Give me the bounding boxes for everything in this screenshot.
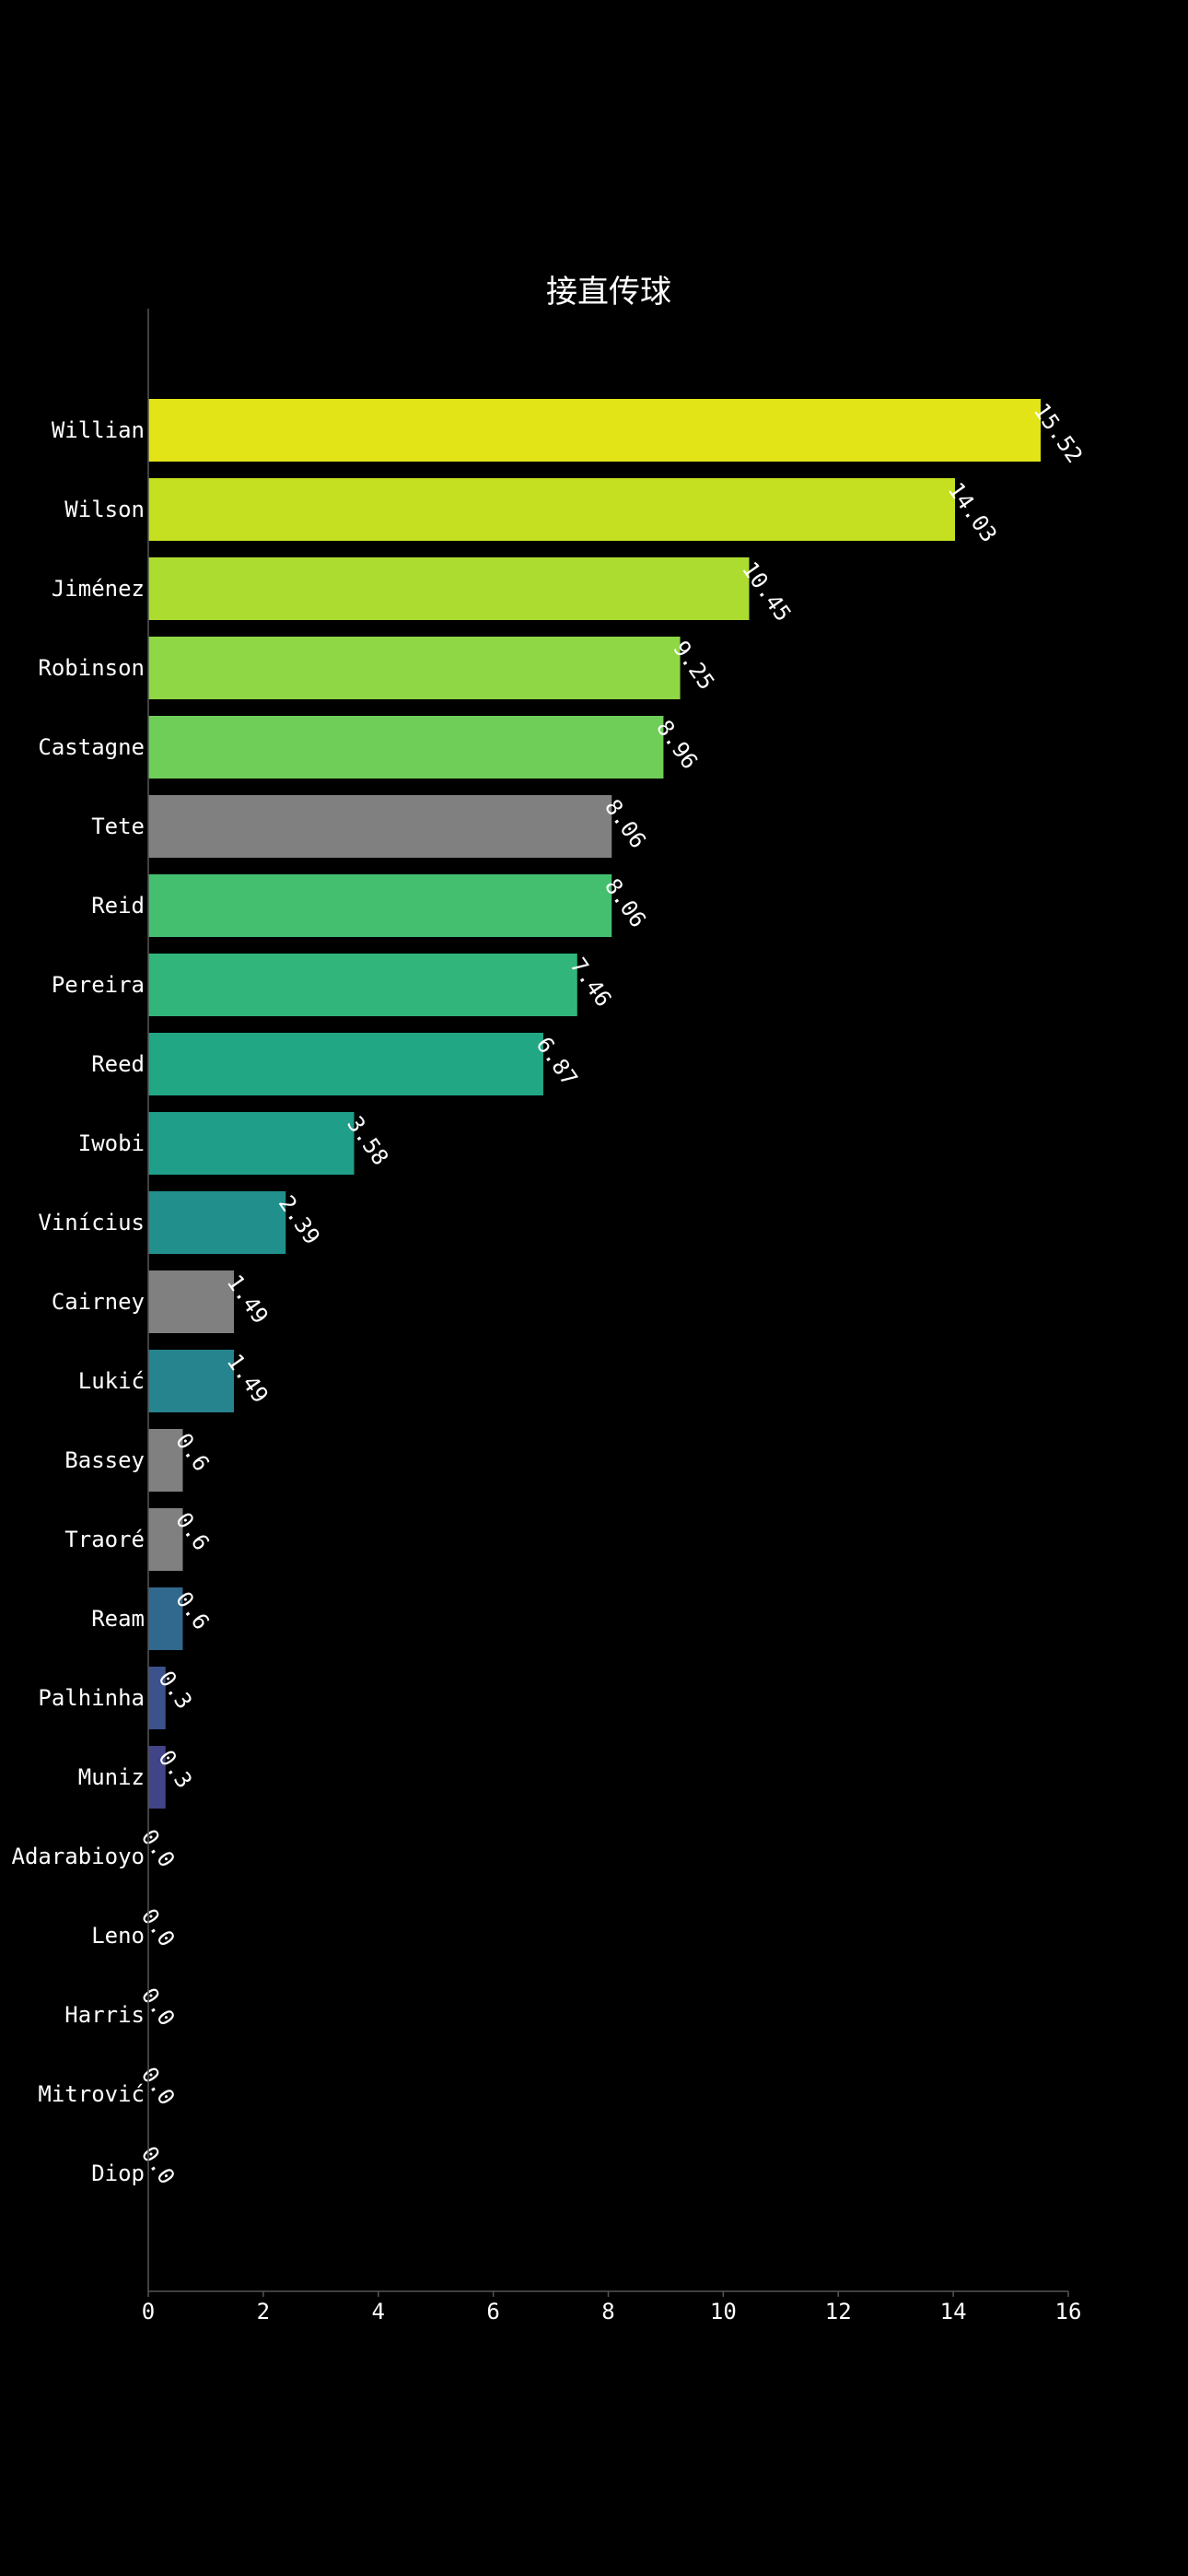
category-label: Cairney — [52, 1289, 145, 1315]
bar-4 — [148, 637, 681, 699]
bar-9 — [148, 1033, 543, 1095]
category-labels: Willian Wilson Jiménez Robinson Castagne Tete… — [12, 417, 146, 2186]
bar-5 — [148, 716, 664, 779]
category-label: Tete — [91, 814, 145, 839]
bar-13 — [148, 1350, 235, 1412]
bar-group — [148, 399, 1042, 1809]
bar-3 — [148, 557, 750, 620]
category-label: Jiménez — [52, 576, 145, 602]
category-label: Ream — [91, 1606, 145, 1632]
bar-12 — [148, 1270, 235, 1333]
x-tick-label: 12 — [825, 2299, 852, 2324]
bar-7 — [148, 874, 612, 937]
x-tick-label: 2 — [257, 2299, 270, 2324]
x-tick-label: 10 — [710, 2299, 737, 2324]
category-label: Lukić — [78, 1368, 145, 1394]
bar-6 — [148, 795, 612, 858]
axes: 0 2 4 6 8 10 12 14 16 — [142, 309, 1082, 2324]
x-tick-label: 8 — [601, 2299, 614, 2324]
category-label: Reid — [91, 893, 145, 919]
category-label: Pereira — [52, 972, 145, 998]
chart-title: 接直传球 — [546, 274, 671, 310]
bar-16 — [148, 1587, 183, 1650]
category-label: Robinson — [38, 655, 145, 681]
bar-11 — [148, 1191, 286, 1254]
category-label: Leno — [91, 1923, 145, 1949]
bar-15 — [148, 1508, 183, 1571]
x-tick-label: 16 — [1055, 2299, 1082, 2324]
category-label: Iwobi — [78, 1130, 145, 1156]
bar-8 — [148, 954, 577, 1016]
category-label: Diop — [91, 2160, 145, 2186]
bar-1 — [148, 399, 1042, 462]
category-label: Harris — [64, 2002, 145, 2028]
x-tick-label: 0 — [142, 2299, 155, 2324]
bar-10 — [148, 1112, 355, 1175]
category-label: Bassey — [64, 1447, 145, 1473]
x-tick-label: 4 — [372, 2299, 385, 2324]
category-label: Wilson — [64, 497, 145, 522]
category-label: Adarabioyo — [12, 1844, 146, 1869]
category-label: Mitrović — [38, 2081, 145, 2107]
bar-14 — [148, 1429, 183, 1492]
category-label: Willian — [52, 417, 145, 443]
category-label: Castagne — [38, 734, 145, 760]
category-label: Reed — [91, 1051, 145, 1077]
x-tick-label: 14 — [940, 2299, 967, 2324]
category-label: Vinícius — [38, 1210, 145, 1235]
x-tick-label: 6 — [486, 2299, 499, 2324]
category-label: Palhinha — [38, 1685, 145, 1711]
bar-18 — [148, 1746, 166, 1809]
bar-17 — [148, 1667, 166, 1729]
bar-2 — [148, 478, 955, 541]
category-label: Traoré — [64, 1527, 145, 1552]
category-label: Muniz — [78, 1764, 145, 1790]
